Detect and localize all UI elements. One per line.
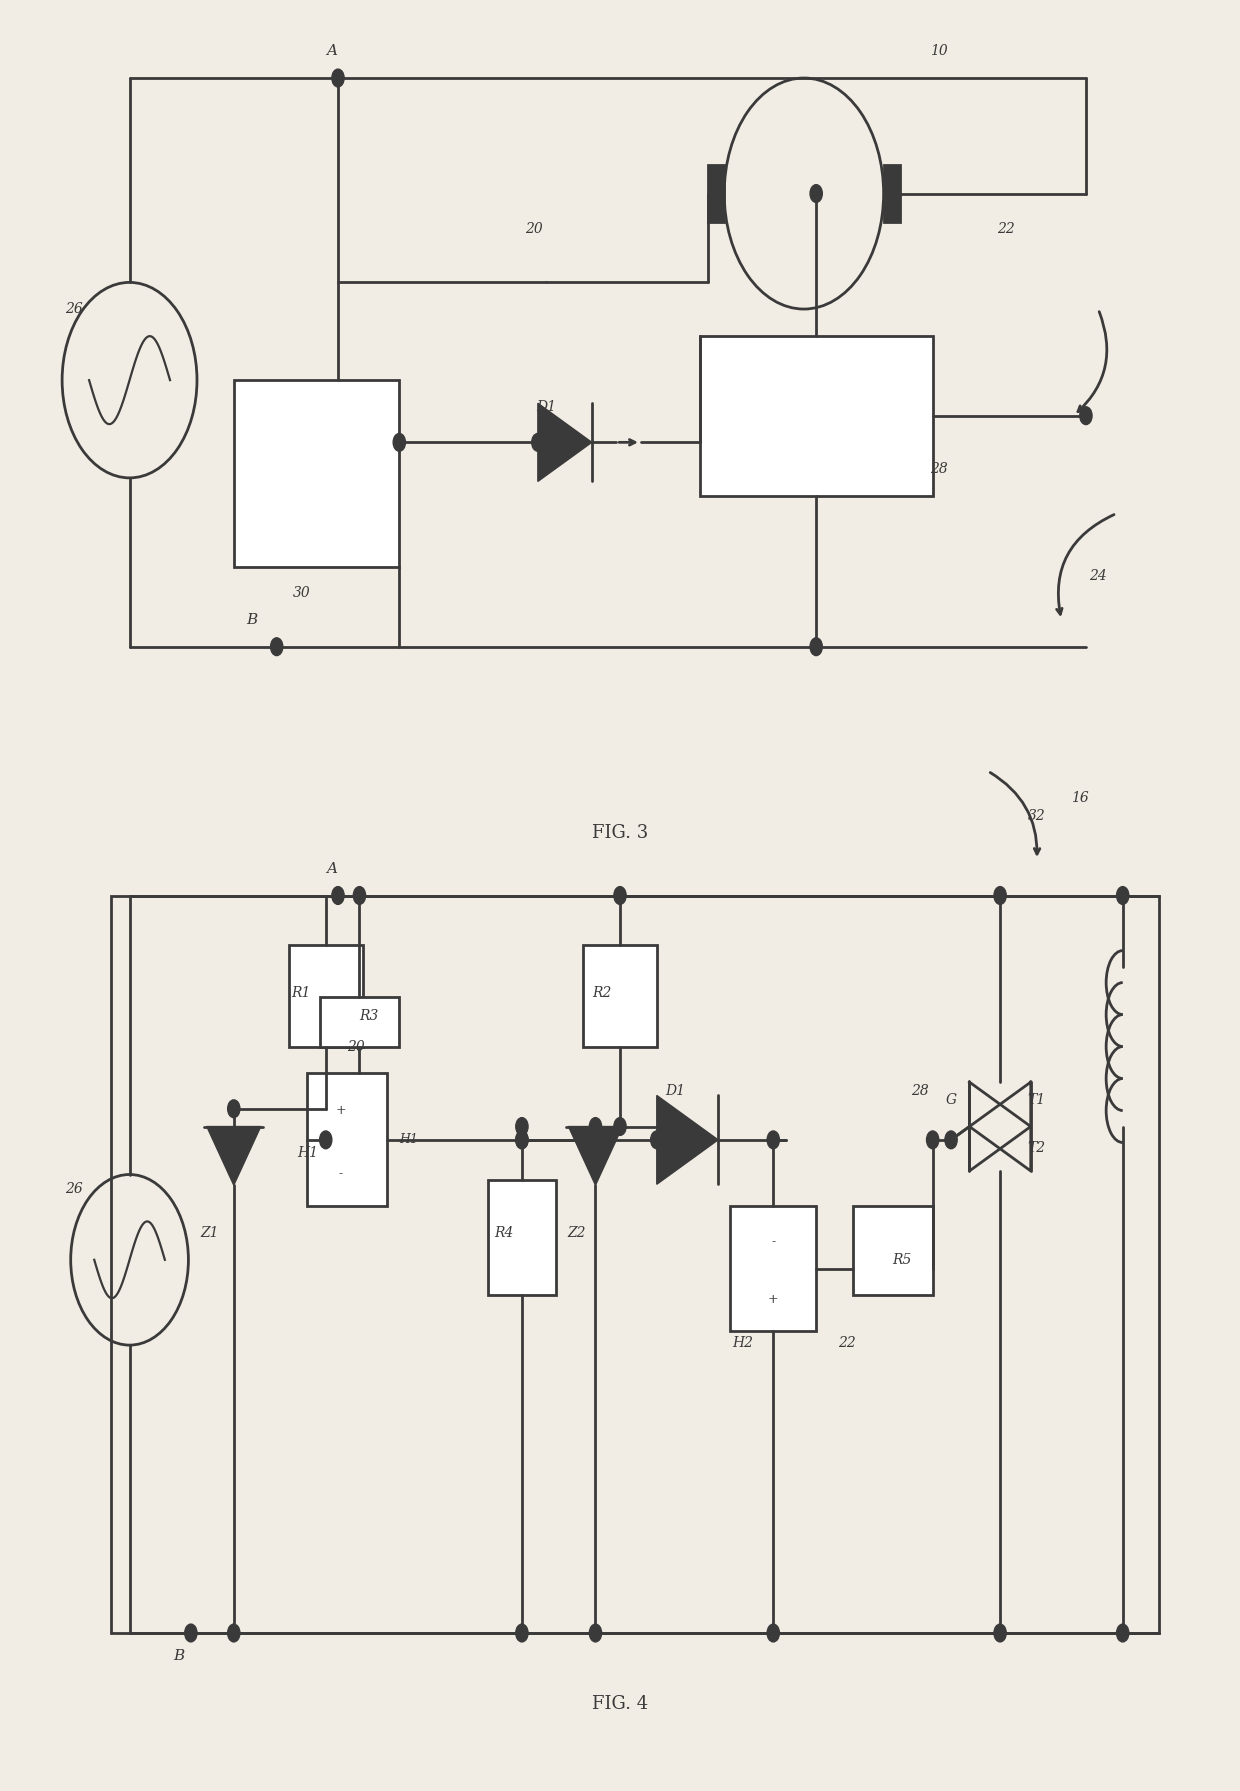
Circle shape bbox=[810, 638, 822, 656]
Text: 20: 20 bbox=[347, 1039, 366, 1053]
Circle shape bbox=[945, 1130, 957, 1148]
Circle shape bbox=[589, 1624, 601, 1642]
Bar bbox=[583, 946, 657, 1046]
Text: 28: 28 bbox=[911, 1084, 929, 1098]
Circle shape bbox=[768, 1130, 780, 1148]
Bar bbox=[487, 1180, 557, 1295]
Text: T2: T2 bbox=[1028, 1141, 1047, 1155]
Text: A: A bbox=[326, 45, 337, 59]
Circle shape bbox=[332, 887, 345, 904]
Bar bbox=[234, 380, 399, 566]
Circle shape bbox=[1116, 887, 1128, 904]
Text: A: A bbox=[326, 861, 337, 876]
Polygon shape bbox=[657, 1096, 718, 1184]
Text: 22: 22 bbox=[838, 1336, 856, 1350]
Circle shape bbox=[393, 433, 405, 451]
Bar bbox=[699, 335, 932, 496]
Polygon shape bbox=[207, 1127, 260, 1186]
Text: -: - bbox=[339, 1166, 343, 1180]
Text: T1: T1 bbox=[1028, 1093, 1047, 1107]
Text: 28: 28 bbox=[930, 462, 947, 476]
Circle shape bbox=[614, 1118, 626, 1135]
Text: H1: H1 bbox=[296, 1146, 317, 1161]
Circle shape bbox=[516, 1624, 528, 1642]
Text: 20: 20 bbox=[526, 222, 543, 236]
Text: FIG. 3: FIG. 3 bbox=[591, 824, 649, 842]
Circle shape bbox=[614, 887, 626, 904]
Text: -: - bbox=[771, 1234, 775, 1248]
Polygon shape bbox=[568, 1127, 622, 1186]
Bar bbox=[289, 946, 362, 1046]
Text: Z2: Z2 bbox=[568, 1227, 587, 1239]
Circle shape bbox=[228, 1100, 239, 1118]
Polygon shape bbox=[538, 403, 591, 482]
Text: R5: R5 bbox=[893, 1254, 911, 1266]
Circle shape bbox=[589, 1118, 601, 1135]
Text: D1: D1 bbox=[537, 399, 557, 414]
Bar bbox=[708, 165, 724, 222]
Text: 10: 10 bbox=[930, 45, 947, 59]
Circle shape bbox=[516, 1130, 528, 1148]
Text: Z1: Z1 bbox=[200, 1227, 218, 1239]
Text: 16: 16 bbox=[1071, 792, 1089, 804]
Circle shape bbox=[353, 887, 366, 904]
Text: D1: D1 bbox=[665, 1084, 686, 1098]
Text: B: B bbox=[172, 1650, 185, 1664]
Circle shape bbox=[994, 887, 1006, 904]
Circle shape bbox=[185, 1624, 197, 1642]
Circle shape bbox=[589, 1130, 601, 1148]
Text: 26: 26 bbox=[66, 303, 83, 315]
Text: 32: 32 bbox=[1028, 808, 1045, 822]
Text: +: + bbox=[336, 1103, 346, 1118]
Text: +: + bbox=[768, 1293, 779, 1306]
Circle shape bbox=[332, 70, 345, 88]
Circle shape bbox=[1080, 407, 1092, 424]
Circle shape bbox=[320, 1100, 332, 1118]
Bar bbox=[308, 1073, 387, 1207]
Text: R1: R1 bbox=[291, 987, 311, 999]
Text: 22: 22 bbox=[997, 222, 1016, 236]
Circle shape bbox=[810, 184, 822, 202]
Circle shape bbox=[516, 1118, 528, 1135]
Text: 26: 26 bbox=[66, 1182, 83, 1196]
Text: H1: H1 bbox=[399, 1134, 418, 1146]
Text: R2: R2 bbox=[591, 987, 611, 999]
Bar bbox=[730, 1207, 816, 1331]
Circle shape bbox=[651, 1130, 663, 1148]
Circle shape bbox=[532, 433, 544, 451]
Text: R3: R3 bbox=[358, 1010, 378, 1023]
Circle shape bbox=[926, 1130, 939, 1148]
Circle shape bbox=[320, 1130, 332, 1148]
Bar bbox=[320, 998, 399, 1046]
Bar bbox=[853, 1207, 932, 1295]
Text: 30: 30 bbox=[293, 586, 310, 600]
Circle shape bbox=[1116, 1624, 1128, 1642]
Text: H2: H2 bbox=[732, 1336, 753, 1350]
Circle shape bbox=[516, 1130, 528, 1148]
Text: B: B bbox=[247, 613, 258, 627]
Circle shape bbox=[270, 638, 283, 656]
Circle shape bbox=[994, 1624, 1006, 1642]
Text: 24: 24 bbox=[1089, 568, 1107, 582]
Circle shape bbox=[228, 1624, 239, 1642]
Bar bbox=[884, 165, 899, 222]
Text: R4: R4 bbox=[494, 1227, 513, 1239]
Circle shape bbox=[768, 1624, 780, 1642]
Text: FIG. 4: FIG. 4 bbox=[591, 1694, 649, 1712]
Bar bbox=[112, 896, 1159, 1633]
Text: G: G bbox=[945, 1093, 956, 1107]
